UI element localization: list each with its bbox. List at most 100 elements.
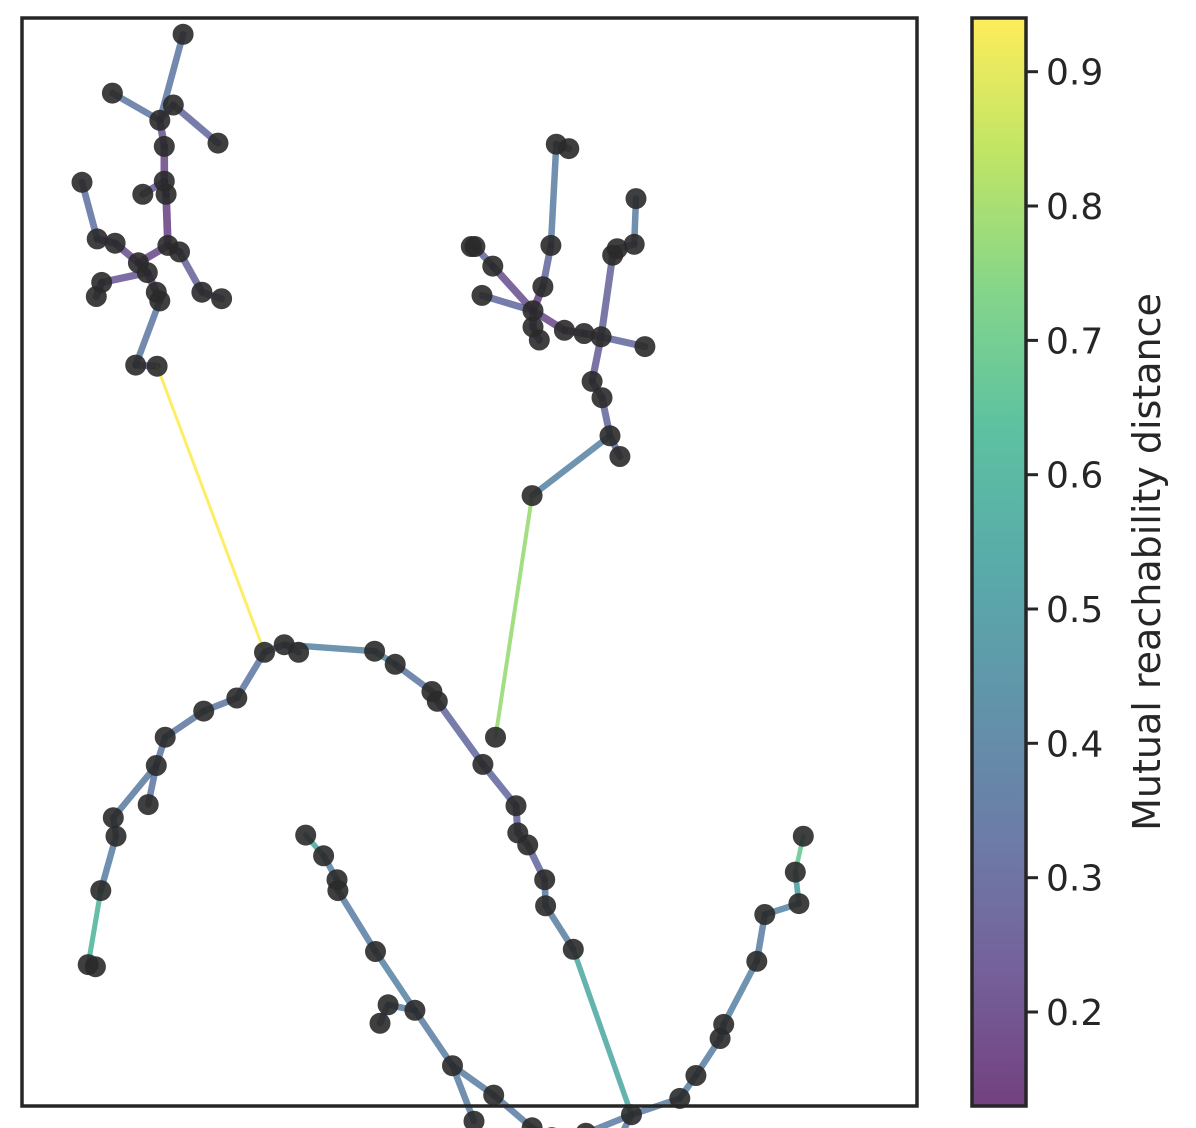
data-point-73 [295,824,317,846]
data-point-47 [521,485,543,507]
data-point-78 [377,994,399,1016]
data-point-79 [369,1012,391,1034]
data-point-25 [558,138,580,160]
data-point-10 [86,228,108,250]
data-point-5 [153,135,175,157]
data-point-9 [71,171,93,193]
data-point-69 [517,834,539,856]
data-point-54 [426,690,448,712]
data-point-30 [482,255,504,277]
mst-edge-25 [547,140,560,249]
data-point-89 [669,1087,691,1109]
colorbar-label: Mutual reachability distance [1125,293,1169,831]
data-point-19 [149,290,171,312]
mst-edge-92 [720,958,760,1028]
data-point-40 [590,326,612,348]
data-point-55 [485,726,506,748]
data-point-26 [625,188,647,210]
data-point-3 [101,82,123,104]
data-point-59 [193,700,215,722]
data-point-92 [713,1013,735,1035]
data-point-22 [125,354,147,376]
mst-edge-67 [110,762,160,821]
data-point-71 [535,895,557,917]
data-point-83 [463,1110,485,1128]
data-point-39 [573,323,595,344]
mst-edge-61 [570,946,635,1118]
data-point-86 [576,1122,596,1128]
data-point-20 [191,281,213,303]
data-point-76 [327,880,349,902]
mst-edge-42 [597,251,617,341]
data-point-42 [528,329,550,351]
data-point-63 [102,807,124,829]
mst-edge-21 [132,297,164,369]
nodes [71,23,814,1128]
data-point-52 [384,653,406,675]
data-point-21 [211,288,233,310]
data-point-13 [169,241,190,263]
data-point-34 [532,276,554,298]
data-point-88 [621,1104,642,1126]
data-point-51 [364,640,386,662]
data-point-67 [84,956,106,978]
data-point-81 [442,1055,463,1077]
data-point-27 [540,234,562,256]
data-point-46 [609,446,631,467]
data-point-29 [464,236,486,257]
data-point-82 [483,1084,505,1106]
data-point-80 [404,999,426,1021]
mst-edge-70 [85,888,104,968]
data-point-90 [685,1065,707,1086]
colorbar-tick-label: 0.3 [1046,859,1103,900]
data-point-41 [634,336,656,358]
data-point-36 [522,300,544,322]
data-point-72 [562,938,584,960]
data-point-84 [521,1117,543,1128]
data-point-15 [136,262,158,284]
data-point-56 [472,753,494,775]
mst-edge-75 [334,887,379,955]
data-point-23 [146,355,168,377]
colorbar-tick-label: 0.2 [1046,993,1103,1034]
colorbar-ticks: 0.2 0.3 0.4 0.5 0.6 0.7 0.8 0.9 [1026,53,1103,1034]
colorbar-tick-label: 0.5 [1046,590,1103,631]
data-point-44 [591,387,613,409]
plot-frame [20,16,919,1108]
colorbar-tick-label: 0.9 [1046,53,1103,94]
mst-edge-46 [528,432,614,499]
data-point-0 [172,23,194,45]
data-point-2 [149,109,171,131]
data-point-65 [90,880,112,902]
data-point-48 [254,641,275,663]
data-point-97 [792,825,814,847]
colorbar-tick-label: 0.8 [1046,187,1103,228]
data-point-93 [746,950,768,972]
mst-edge-23 [155,364,266,654]
plot-area [20,16,919,1128]
data-point-17 [85,286,107,307]
mst-edge-54 [433,697,487,768]
data-point-60 [154,726,176,748]
data-point-50 [288,641,310,663]
colorbar-tick-label: 0.6 [1046,456,1103,497]
data-point-58 [226,687,248,709]
data-point-11 [104,232,126,254]
data-point-70 [534,869,556,891]
data-point-33 [623,233,645,255]
mst-edge-79 [411,1007,456,1069]
mst-edge-76 [372,948,419,1014]
data-point-74 [313,845,335,867]
data-point-43 [581,370,603,392]
data-point-61 [145,755,167,776]
data-point-62 [137,794,159,816]
mst-edge-47 [493,493,535,740]
data-point-1 [162,94,184,116]
data-point-64 [105,825,127,847]
data-point-7 [132,183,154,205]
colorbar-gradient [972,18,1026,1106]
data-point-35 [471,284,493,306]
colorbar-tick-label: 0.7 [1046,321,1103,362]
colorbar: 0.2 0.3 0.4 0.5 0.6 0.7 0.8 0.9 Mutual reachabi… [970,16,1169,1108]
